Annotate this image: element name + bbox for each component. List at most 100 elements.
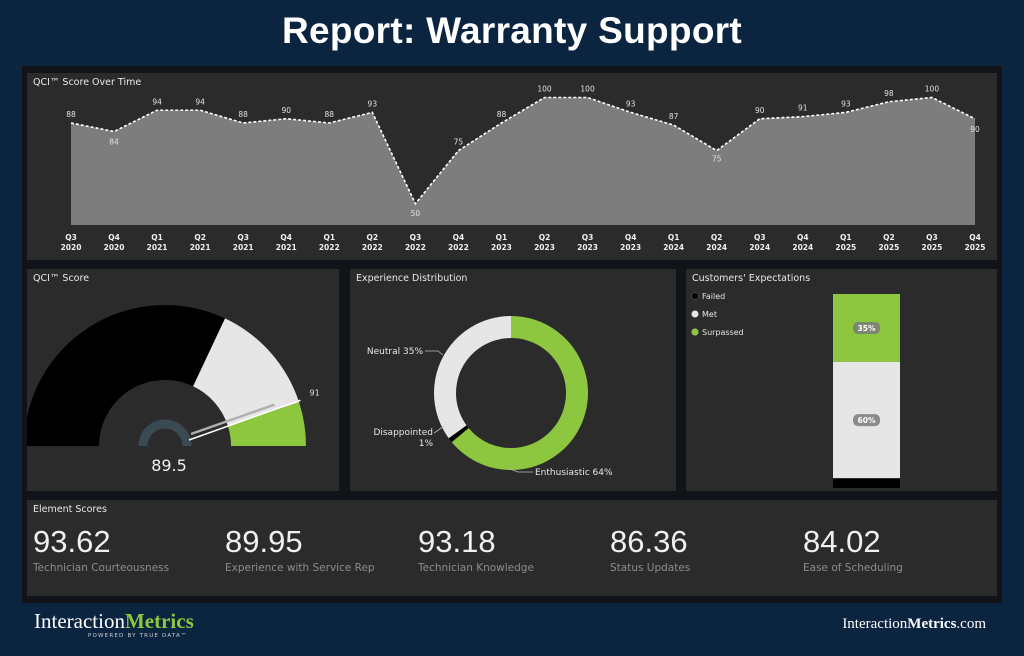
timeline-tick-quarter: Q2: [883, 233, 895, 242]
gauge-band-failed: [24, 305, 226, 446]
legend-label-met: Met: [702, 310, 717, 319]
timeline-tick-year: 2024: [706, 243, 727, 252]
timeline-tick-quarter: Q2: [367, 233, 379, 242]
timeline-tick-quarter: Q4: [625, 233, 637, 242]
donut-label-enthusiastic: Enthusiastic 64%: [535, 468, 613, 478]
gauge-target-line: [188, 399, 301, 441]
timeline-tick-quarter: Q3: [754, 233, 766, 242]
gauge-needle: [190, 403, 275, 436]
timeline-data-label: 88: [497, 110, 507, 119]
timeline-tick-year: 2025: [965, 243, 986, 252]
element-score-value: 93.62: [33, 524, 111, 559]
element-score-label: Technician Knowledge: [418, 562, 534, 574]
element-scores-panel: Element Scores 93.62 Technician Courteou…: [27, 500, 997, 596]
bar-label-met: 60%: [858, 416, 876, 425]
element-score-label: Technician Courteousness: [33, 562, 170, 574]
timeline-data-label: 93: [841, 99, 851, 108]
timeline-tick-year: 2023: [620, 243, 641, 252]
donut-slice-disappointed: [448, 425, 469, 443]
timeline-tick-quarter: Q2: [711, 233, 723, 242]
element-score-4: 86.36 Status Updates: [610, 524, 690, 574]
timeline-tick-year: 2025: [922, 243, 943, 252]
timeline-data-label: 90: [755, 106, 765, 115]
timeline-data-label: 87: [669, 112, 679, 121]
timeline-panel: QCI™ Score Over Time 88 84 94 94 88 90 88 93 50 7…: [27, 73, 997, 260]
gauge-value-arc: [138, 419, 192, 447]
qci-score-panel: QCI™ Score 89.5 91: [24, 269, 339, 491]
bar-label-pill: [853, 414, 880, 427]
legend-label-failed: Failed: [702, 292, 725, 301]
element-score-3: 93.18 Technician Knowledge: [418, 524, 534, 574]
timeline-tick-year: 2023: [577, 243, 598, 252]
timeline-tick-quarter: Q1: [151, 233, 163, 242]
timeline-data-label: 75: [712, 155, 722, 164]
timeline-tick-year: 2023: [491, 243, 512, 252]
legend-marker-met: [691, 310, 699, 318]
element-score-2: 89.95 Experience with Service Rep: [225, 524, 375, 574]
element-score-label: Experience with Service Rep: [225, 562, 375, 574]
timeline-tick-year: 2022: [448, 243, 469, 252]
timeline-data-label: 88: [66, 110, 76, 119]
timeline-tick-year: 2022: [362, 243, 383, 252]
experience-panel: Experience Distribution Enthusiastic 64%…: [350, 269, 676, 491]
timeline-data-label: 94: [195, 97, 205, 106]
page-title: Report: Warranty Support: [281, 10, 743, 51]
timeline-tick-quarter: Q2: [539, 233, 551, 242]
timeline-tick-year: 2022: [319, 243, 340, 252]
timeline-data-label: 88: [325, 110, 335, 119]
timeline-tick-quarter: Q3: [237, 233, 249, 242]
timeline-tick-quarter: Q4: [108, 233, 120, 242]
timeline-tick-quarter: Q1: [323, 233, 335, 242]
timeline-line: [70, 96, 976, 206]
timeline-area: [71, 97, 975, 225]
legend-marker-failed: [691, 292, 699, 300]
timeline-tick-year: 2025: [835, 243, 856, 252]
timeline-data-label: 100: [925, 85, 940, 94]
timeline-tick-quarter: Q4: [453, 233, 465, 242]
timeline-data-label: 98: [884, 89, 894, 98]
element-scores-title: Element Scores: [33, 504, 107, 515]
qci-gauge: 89.5 91: [24, 305, 320, 475]
expectations-title: Customers' Expectations: [692, 273, 811, 284]
timeline-data-label: 100: [537, 85, 552, 94]
neutral-leader: [425, 350, 444, 356]
timeline-tick-year: 2023: [534, 243, 555, 252]
timeline-chart: 88 84 94 94 88 90 88 93 50 75 88 100 100 93 87 75 90 91 93…: [61, 85, 986, 253]
timeline-tick-quarter: Q4: [969, 233, 981, 242]
dashboard-board: QCI™ Score Over Time 88 84 94 94 88 90 88 93 50 7…: [22, 66, 1002, 603]
timeline-data-label: 93: [368, 99, 378, 108]
timeline-tick-quarter: Q1: [668, 233, 680, 242]
timeline-tick-year: 2021: [147, 243, 168, 252]
site-link[interactable]: InteractionMetrics.com: [842, 616, 986, 633]
legend-label-surpassed: Surpassed: [702, 328, 744, 337]
timeline-data-label: 75: [454, 138, 464, 147]
timeline-tick-quarter: Q2: [194, 233, 206, 242]
element-score-value: 89.95: [225, 524, 303, 559]
timeline-tick-year: 2022: [405, 243, 426, 252]
bar-segment-failed: [833, 478, 900, 488]
timeline-title: QCI™ Score Over Time: [33, 77, 142, 88]
experience-title: Experience Distribution: [356, 273, 468, 284]
timeline-tick-quarter: Q3: [65, 233, 77, 242]
element-score-value: 86.36: [610, 524, 688, 559]
timeline-tick-year: 2021: [190, 243, 211, 252]
timeline-tick-year: 2025: [878, 243, 899, 252]
timeline-tick-quarter: Q3: [410, 233, 422, 242]
timeline-data-label: 91: [798, 104, 808, 113]
legend-marker-surpassed: [691, 328, 699, 336]
timeline-tick-year: 2020: [61, 243, 82, 252]
qci-score-title: QCI™ Score: [33, 273, 90, 284]
timeline-data-label: 100: [580, 85, 595, 94]
expectations-chart: Failed Met Surpassed 35% 60%: [691, 292, 900, 488]
enthusiastic-leader: [509, 468, 533, 473]
disappointed-leader: [433, 425, 445, 434]
element-score-value: 84.02: [803, 524, 881, 559]
gauge-band-met: [193, 318, 300, 426]
timeline-tick-quarter: Q4: [797, 233, 809, 242]
timeline-data-label: 90: [281, 106, 291, 115]
logo-tagline: POWERED BY TRUE DATA™: [88, 633, 188, 639]
timeline-tick-year: 2021: [276, 243, 297, 252]
logo-word-interaction: Interaction: [34, 609, 125, 633]
donut-slice-enthusiastic: [451, 316, 588, 470]
